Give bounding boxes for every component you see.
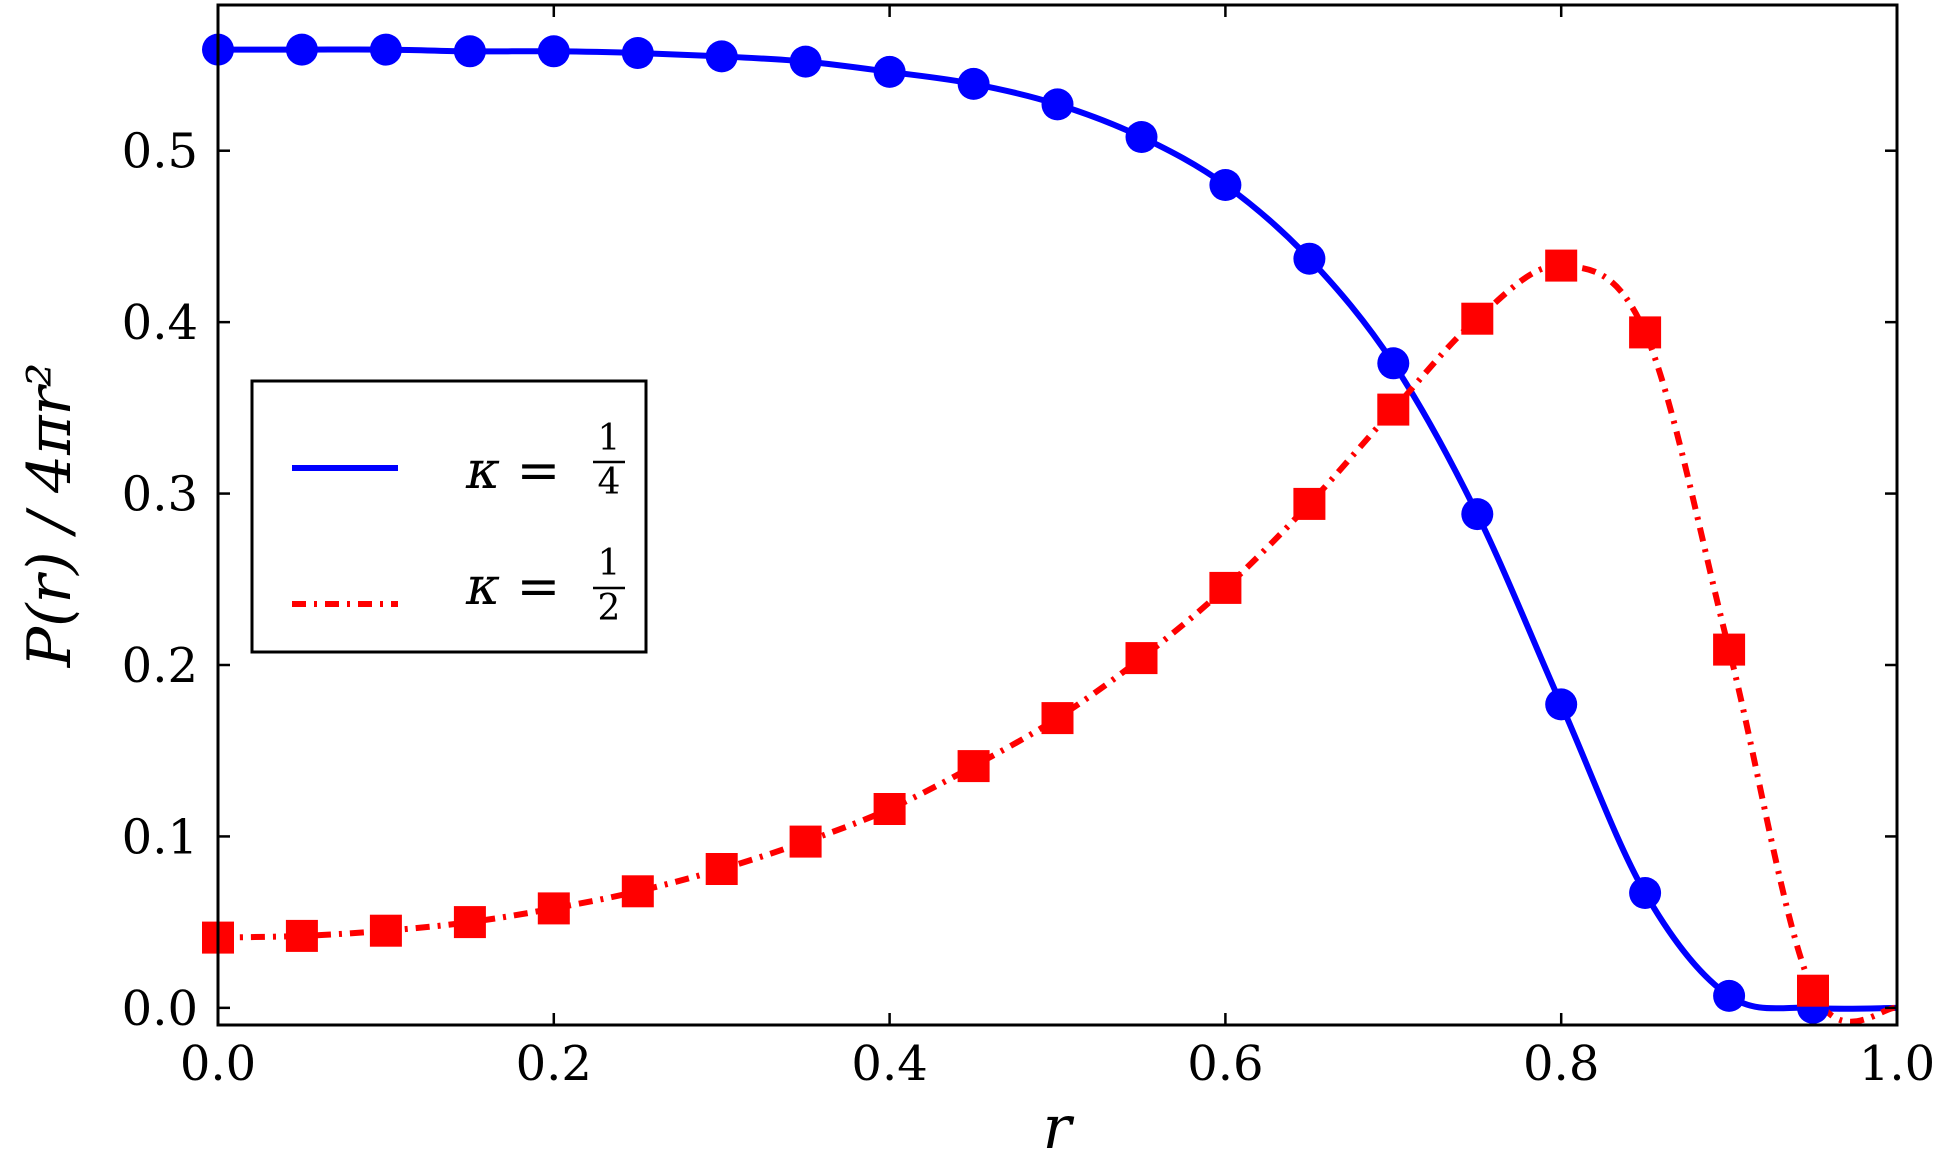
series-1-point	[369, 33, 402, 66]
series-1-point	[705, 40, 738, 73]
series-2-point	[1209, 571, 1242, 604]
series-1-point	[285, 33, 318, 66]
legend-label-prefix-series-2: κ =	[465, 557, 560, 617]
y-tick-label: 0.3	[122, 467, 198, 523]
legend-label-prefix-series-1: κ =	[465, 441, 560, 501]
series-2-point	[1041, 702, 1074, 735]
x-tick-label: 0.0	[180, 1036, 256, 1092]
y-tick-label: 0.0	[122, 981, 198, 1037]
plot-frame	[216, 3, 1899, 1027]
series-2-point	[1797, 974, 1829, 1007]
x-tick-label: 0.8	[1523, 1036, 1599, 1092]
series-1-point	[621, 37, 654, 69]
y-tick-label: 0.2	[122, 638, 198, 694]
series-2-point	[705, 853, 738, 885]
series-1-point	[789, 45, 822, 78]
series-1-point	[1125, 121, 1158, 153]
series-2-point	[369, 914, 402, 947]
series-2-point	[1713, 633, 1746, 666]
y-tick-label: 0.1	[122, 809, 198, 865]
legend-label-numerator-series-1: 1	[598, 418, 621, 459]
x-tick-label: 0.4	[851, 1036, 927, 1092]
x-tick-label: 0.2	[516, 1036, 592, 1092]
axis-ticks: 0.0 0.2 0.4 0.6 0.8 1.0 0.0 0.1 0.2 0.3 0.4 0.5	[122, 5, 1935, 1092]
legend-box	[250, 379, 648, 654]
series-1-point	[1629, 877, 1662, 909]
series-2-point	[957, 750, 990, 783]
series-1-point	[1293, 242, 1326, 275]
legend-label-denominator-series-2: 2	[598, 588, 621, 629]
series-2-point	[537, 892, 570, 925]
legend: κ = 1 4 κ = 1 2	[250, 379, 648, 654]
y-tick-label: 0.5	[122, 124, 198, 180]
series-1-point	[1377, 347, 1410, 380]
series-1-point	[1209, 169, 1242, 201]
y-axis-label: P(r) / 4πr²	[15, 363, 85, 669]
legend-label-numerator-series-2: 1	[598, 543, 621, 584]
series-2-point	[1377, 393, 1410, 426]
series-2-point	[1125, 642, 1158, 675]
series-1-point	[1713, 979, 1746, 1012]
y-tick-label: 0.4	[122, 295, 198, 351]
series-2-point	[453, 906, 486, 939]
x-tick-label: 1.0	[1859, 1036, 1935, 1092]
series-1-point	[873, 55, 906, 88]
series-1-point	[1041, 88, 1074, 121]
series-2-point	[285, 919, 318, 952]
series-1-point	[453, 35, 486, 68]
series-2-point	[789, 825, 822, 858]
series-2-point	[873, 793, 906, 825]
series-2-point	[1545, 249, 1578, 282]
series-1-point	[957, 67, 990, 100]
legend-label-denominator-series-1: 4	[598, 462, 621, 503]
series-2-point	[1293, 487, 1326, 520]
series-1-point	[537, 35, 570, 68]
x-tick-label: 0.6	[1187, 1036, 1263, 1092]
x-axis-label: r	[1043, 1093, 1075, 1158]
series-2-point	[1629, 316, 1662, 349]
series-markers	[202, 33, 1829, 1024]
series-1-point	[1545, 688, 1578, 721]
series-1-point	[1461, 498, 1494, 531]
series-2-point	[621, 875, 654, 908]
series-2-point	[1461, 302, 1494, 335]
